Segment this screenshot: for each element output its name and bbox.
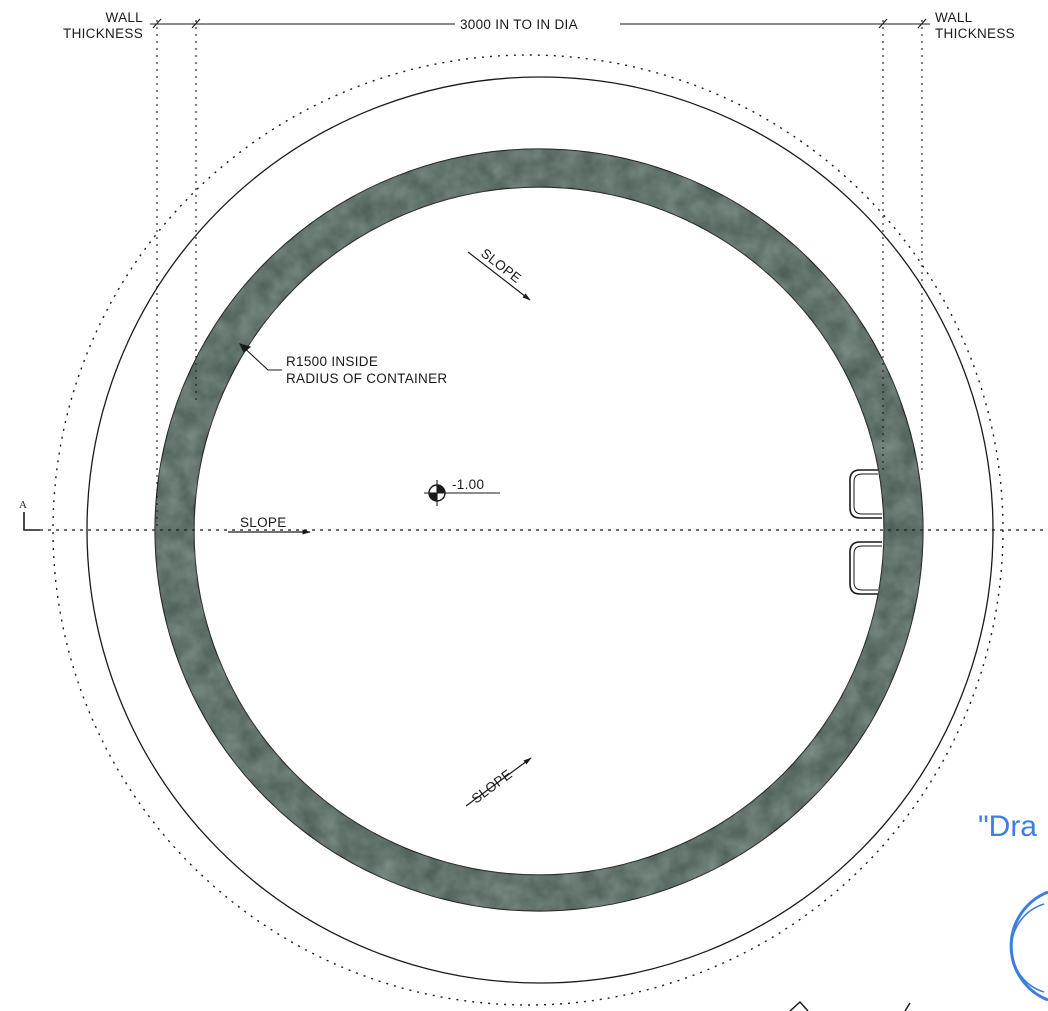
slope-bottom: SLOPE [465,757,532,807]
level-value: -1.00 [452,477,484,492]
wall-thickness-right-line1: WALL [935,10,973,25]
wall-thickness-right-line2: THICKNESS [935,26,1015,41]
slope-top: SLOPE [467,246,531,301]
stamp-text: "Dra [978,810,1037,843]
slope-middle: SLOPE [228,515,311,535]
slope-middle-label: SLOPE [240,515,287,530]
wall-thickness-left-line2: THICKNESS [63,26,143,41]
radius-note-line2: RADIUS OF CONTAINER [286,371,447,386]
level-symbol [424,480,500,506]
extension-lines [156,20,923,530]
wall-thickness-left-line1: WALL [106,10,144,25]
stamp-watermark: "Dra [789,810,1048,1011]
diameter-label: 3000 IN TO IN DIA [460,17,578,32]
slope-bottom-label: SLOPE [469,766,515,806]
radius-leader [238,343,282,371]
section-marker: A [19,499,40,531]
wall-opening-lower [849,541,882,595]
radius-note-line1: R1500 INSIDE [286,354,378,369]
wall-opening-upper [849,469,882,519]
container-wall-ring [154,148,924,912]
section-marker-letter: A [19,499,27,511]
diameter-dimension [150,18,930,29]
